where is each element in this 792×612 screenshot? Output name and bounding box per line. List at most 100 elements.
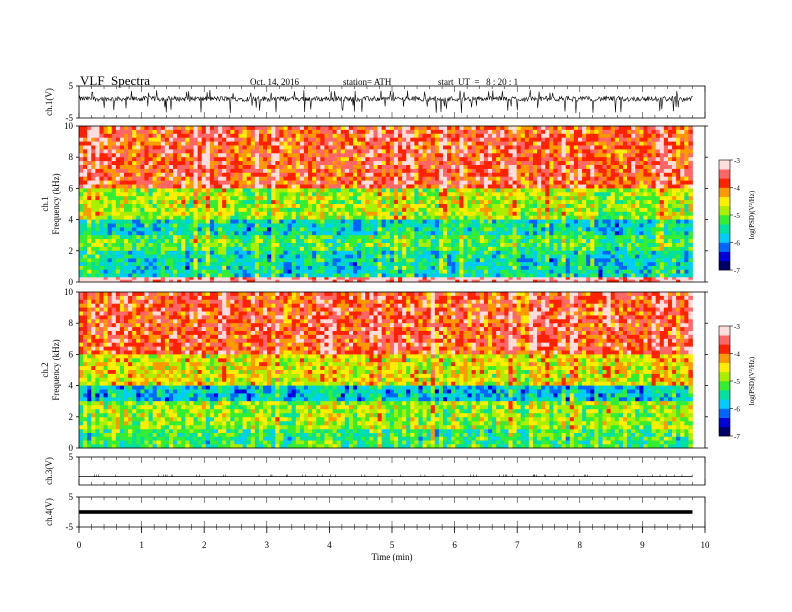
spectrogram-cell (557, 153, 562, 158)
spectrogram-cell (258, 126, 264, 131)
spectrogram-cell (230, 246, 235, 252)
spectrogram-cell (508, 172, 513, 178)
spectrogram-cell (553, 215, 558, 220)
spectrogram-cell (340, 133, 346, 139)
spectrogram-cell (631, 133, 636, 139)
spectrogram-cell (132, 188, 137, 193)
spectrogram-cell (107, 239, 113, 244)
spectrogram-cell (553, 184, 558, 189)
spectrogram-cell (393, 200, 399, 205)
spectrogram-cell (688, 211, 693, 217)
spectrogram-cell (144, 211, 149, 217)
spectrogram-cell (263, 168, 268, 174)
spectrogram-cell (136, 153, 141, 158)
spectrogram-cell (582, 157, 587, 162)
spectrogram-cell (635, 137, 640, 142)
spectrogram-cell (160, 176, 166, 181)
spectrogram-cell (218, 192, 223, 197)
spectrogram-cell (545, 141, 550, 146)
spectrogram-cell (594, 129, 599, 135)
spectrogram-cell (402, 137, 407, 142)
spectrogram-cell (324, 211, 329, 217)
spectrogram-cell (402, 250, 407, 255)
spectrogram-cell (320, 184, 325, 189)
spectrogram-cell (500, 239, 505, 244)
spectrogram-cell (344, 161, 350, 166)
spectrogram-cell (545, 243, 550, 248)
spectrogram-cell (541, 211, 546, 217)
spectrogram-cell (647, 133, 652, 139)
spectrogram-cell (328, 145, 333, 150)
spectrogram-cell (353, 207, 358, 213)
spectrogram-cell (627, 196, 632, 201)
spectrogram-cell (471, 215, 477, 220)
spectrogram-cell (254, 133, 260, 139)
spectrogram-cell (197, 137, 203, 142)
spectrogram-cell (447, 196, 452, 201)
spectrogram-cell (177, 168, 182, 174)
spectrogram-cell (647, 219, 652, 224)
spectrogram-cell (148, 137, 154, 142)
spectrogram-cell (598, 129, 603, 135)
spectrogram-cell (201, 243, 207, 248)
spectrogram-cell (213, 246, 219, 252)
spectrogram-cell (430, 239, 436, 244)
spectrogram-cell (123, 219, 129, 224)
spectrogram-cell (635, 235, 640, 240)
spectrogram-cell (680, 207, 685, 213)
spectrogram-cell (667, 246, 673, 252)
spectrogram-cell (520, 149, 526, 154)
spectrogram-cell (340, 149, 346, 154)
spectrogram-cell (614, 165, 620, 170)
spectrogram-cell (316, 192, 321, 197)
spectrogram-cell (336, 168, 342, 174)
spectrogram-cell (79, 157, 84, 162)
spectrogram-cell (107, 243, 113, 248)
spectrogram-cell (532, 231, 538, 236)
spectrogram-cell (381, 250, 387, 255)
spectrogram-cell (267, 219, 272, 224)
spectrogram-cell (438, 188, 444, 193)
spectrogram-cell (512, 204, 518, 209)
spectrogram-cell (663, 176, 669, 181)
spectrogram-cell (316, 165, 321, 170)
spectrogram-cell (422, 161, 428, 166)
spectrogram-cell (577, 149, 583, 154)
spectrogram-cell (655, 239, 661, 244)
spectrogram-cell (561, 239, 567, 244)
spectrogram-cell (156, 126, 162, 131)
spectrogram-cell (107, 145, 113, 150)
spectrogram-cell (271, 141, 276, 146)
spectrogram-cell (688, 196, 693, 201)
spectrogram-cell (537, 243, 542, 248)
spectrogram-cell (185, 145, 190, 150)
spectrogram-cell (222, 129, 227, 135)
spectrogram-cell (631, 188, 636, 193)
spectrogram-cell (655, 200, 661, 205)
spectrogram-cell (316, 243, 321, 248)
spectrogram-cell (463, 145, 468, 150)
spectrogram-cell (123, 141, 129, 146)
spectrogram-cell (504, 145, 509, 150)
spectrogram-cell (336, 176, 342, 181)
spectrogram-cell (123, 184, 129, 189)
spectrogram-cell (238, 211, 243, 217)
spectrogram-cell (254, 176, 260, 181)
spectrogram-cell (594, 168, 599, 174)
spectrogram-cell (168, 157, 174, 162)
spectrogram-cell (361, 235, 366, 240)
spectrogram-cell (189, 207, 194, 213)
spectrogram-cell (443, 235, 448, 240)
spectrogram-cell (688, 204, 693, 209)
spectrogram-cell (663, 219, 669, 224)
spectrogram-cell (479, 239, 485, 244)
spectrogram-cell (287, 129, 293, 135)
spectrogram-cell (283, 172, 288, 178)
spectrogram-cell (414, 149, 419, 154)
spectrogram-cell (119, 145, 125, 150)
spectrogram-cell (185, 168, 190, 174)
spectrogram-cell (361, 243, 366, 248)
spectrogram-cell (332, 204, 338, 209)
spectrogram-cell (87, 223, 92, 228)
spectrogram-cell (213, 153, 219, 158)
